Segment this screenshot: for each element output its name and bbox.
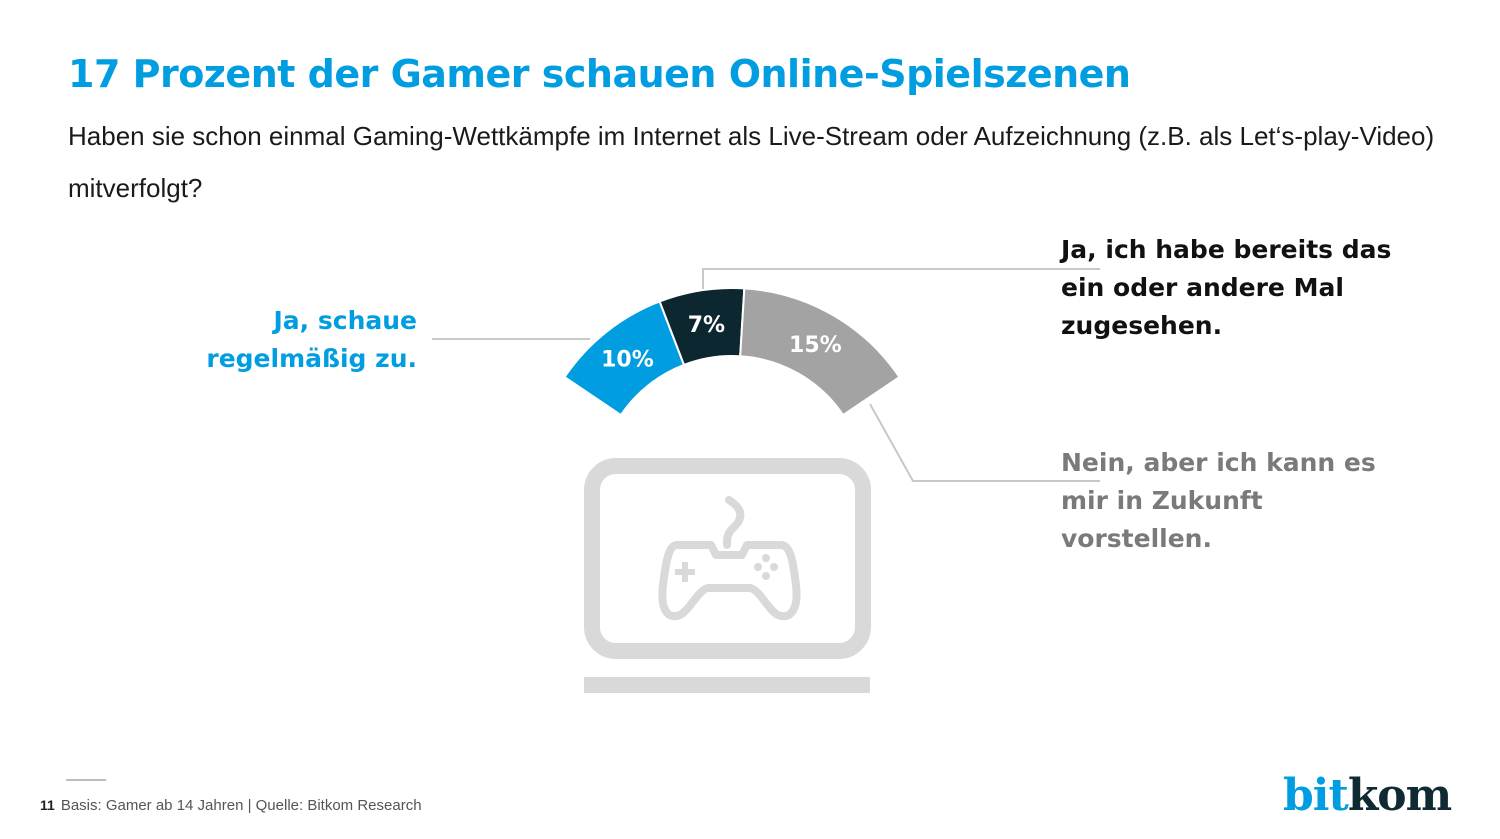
bitkom-logo: bitkom	[1283, 770, 1452, 821]
legend-label-future: Nein, aber ich kann es mir in Zukunft vo…	[1061, 444, 1401, 558]
logo-part-kom: kom	[1347, 770, 1452, 821]
arc-data-labels: 10% 7% 15%	[601, 313, 842, 373]
page-title: 17 Prozent der Gamer schauen Online-Spie…	[68, 52, 1131, 96]
arc-segment-future	[739, 287, 901, 417]
data-label: 15%	[789, 333, 842, 358]
action-buttons-icon	[754, 554, 778, 580]
laptop-screen-icon	[584, 458, 871, 659]
legend-label-line: ein oder andere Mal	[1061, 273, 1344, 302]
legend-label-line: vorstellen.	[1061, 524, 1212, 553]
legend-label-line: regelmäßig zu.	[206, 344, 417, 373]
footer: 11 Basis: Gamer ab 14 Jahren | Quelle: Bi…	[40, 797, 422, 814]
dpad-icon	[675, 562, 695, 582]
data-label: 10%	[601, 348, 654, 373]
legend-label-regular: Ja, schaue regelmäßig zu.	[157, 302, 417, 378]
survey-question: Haben sie schon einmal Gaming-Wettkämpfe…	[68, 121, 1435, 203]
legend-label-line: mir in Zukunft	[1061, 486, 1263, 515]
legend-label-line: Ja, schaue	[273, 306, 418, 335]
legend-label-line: zugesehen.	[1061, 311, 1223, 340]
legend-label-occasional: Ja, ich habe bereits das ein oder andere…	[1061, 231, 1401, 345]
connector-line-future	[869, 403, 1100, 482]
data-label: 7%	[688, 313, 725, 338]
source-note: Basis: Gamer ab 14 Jahren | Quelle: Bitk…	[60, 797, 422, 814]
connector-line-occasional	[702, 268, 1100, 292]
page-number: 11	[40, 797, 55, 813]
laptop-base-icon	[584, 677, 870, 693]
logo-part-bit: bit	[1283, 770, 1349, 821]
legend-label-line: Nein, aber ich kann es	[1061, 448, 1376, 477]
legend-label-line: Ja, ich habe bereits das	[1061, 235, 1392, 264]
arc-segments	[563, 287, 901, 417]
gamepad-on-laptop-icon	[584, 458, 871, 693]
gamepad-icon	[658, 496, 801, 621]
footer-divider	[66, 779, 106, 781]
